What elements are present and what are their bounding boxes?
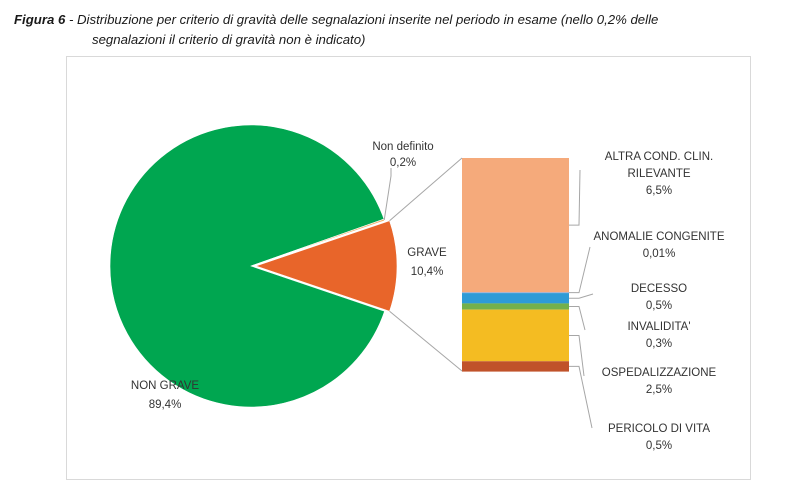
- bar-label-ospedalizzazione: OSPEDALIZZAZIONE: [602, 367, 717, 379]
- bar-label-altra-cond-clin-rilevante-line-1: ALTRA COND. CLIN.: [605, 151, 713, 163]
- pie-slice-non-grave: [109, 124, 385, 408]
- leader-line-decesso: [569, 293, 594, 299]
- bar-label-decesso: DECESSO: [631, 283, 687, 295]
- pie-value-non-grave: 89,4%: [149, 399, 182, 411]
- chart-frame: [66, 56, 751, 480]
- bar-value-decesso: 0,5%: [646, 300, 672, 312]
- caption-line-1: Distribuzione per criterio di gravità de…: [77, 12, 659, 27]
- pie-label-non-definito: Non definito: [372, 141, 433, 153]
- bar-label-anomalie-congenite: ANOMALIE CONGENITE: [594, 231, 725, 243]
- figure-label: Figura 6: [14, 12, 66, 27]
- bar-label-invalidita: INVALIDITA': [627, 321, 690, 333]
- bar-value-invalidita: 0,3%: [646, 338, 672, 350]
- bar-segment-invalidita: [462, 303, 569, 310]
- caption-line-2: segnalazioni il criterio di gravità non …: [92, 32, 366, 47]
- pie-value-non-definito: 0,2%: [390, 157, 416, 169]
- pie-label-grave: GRAVE: [407, 247, 447, 259]
- bar-segment-pericolo-di-vita: [462, 361, 569, 372]
- bar-label-altra-cond-clin-rilevante-line-2: RILEVANTE: [627, 168, 690, 180]
- leader-line-non-definito: [383, 168, 392, 220]
- connector-line-bottom: [389, 310, 463, 372]
- bar-value-anomalie-congenite: 0,01%: [643, 248, 676, 260]
- pie-label-non-grave: NON GRAVE: [131, 380, 199, 392]
- figure-caption: Figura 6 - Distribuzione per criterio di…: [14, 10, 784, 50]
- bar-segment-decesso: [462, 293, 569, 304]
- caption-separator: -: [65, 12, 78, 27]
- leader-line-anomalie-congenite: [569, 246, 591, 294]
- leader-line-ospedalizzazione: [569, 334, 585, 377]
- bar-segment-anomalie-congenite: [462, 292, 569, 294]
- pie-slice-grave: [255, 220, 398, 312]
- bar-segment-altra-cond-clin-rilevante: [462, 158, 569, 293]
- bar-segment-ospedalizzazione: [462, 309, 569, 362]
- bar-value-altra-cond-clin-rilevante: 6,5%: [646, 185, 672, 197]
- leader-line-pericolo-di-vita: [569, 365, 593, 429]
- leader-line-invalidita: [569, 306, 586, 331]
- connector-line-top: [389, 157, 463, 222]
- bar-value-pericolo-di-vita: 0,5%: [646, 440, 672, 452]
- bar-value-ospedalizzazione: 2,5%: [646, 384, 672, 396]
- leader-line-altra-cond-clin-rilevante: [569, 169, 581, 226]
- bar-label-pericolo-di-vita: PERICOLO DI VITA: [608, 423, 710, 435]
- pie-value-grave: 10,4%: [411, 266, 444, 278]
